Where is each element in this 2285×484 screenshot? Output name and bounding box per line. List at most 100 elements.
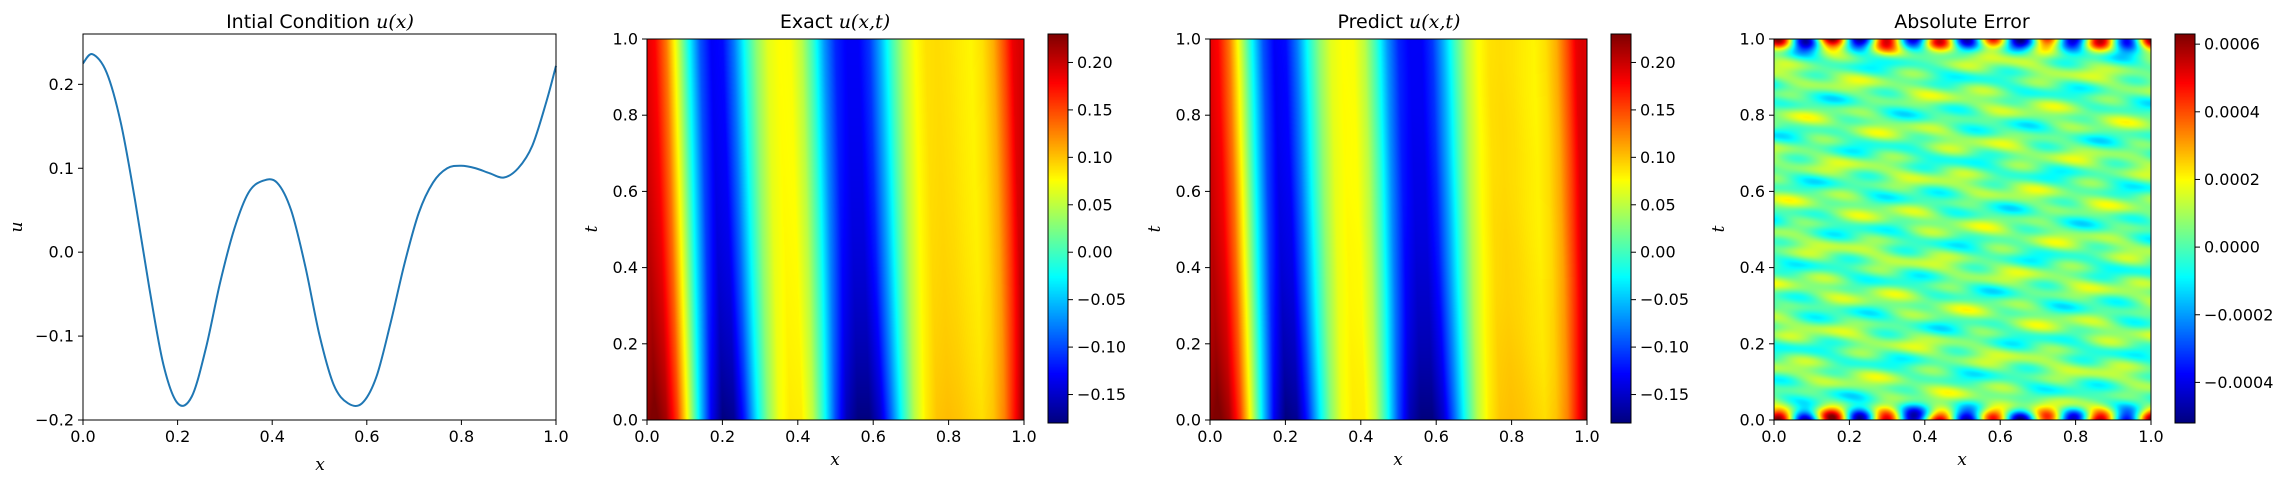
x-tick-label: 0.8 [449, 427, 474, 446]
plot-frame [1209, 38, 1588, 421]
heatmap-error [1774, 39, 2151, 420]
y-tick-label: 0.1 [49, 159, 74, 178]
x-tick-label: 0.0 [70, 427, 95, 446]
y-axis-label: t [582, 225, 602, 232]
y-tick-label: 0.8 [1740, 106, 1765, 125]
y-tick-label: 1.0 [1176, 30, 1201, 49]
colorbar-tick-label: −0.0004 [2204, 373, 2273, 392]
y-tick-label: 0.8 [613, 106, 638, 125]
colorbar-exact [1048, 34, 1068, 423]
x-tick-label: 0.8 [936, 427, 961, 446]
y-tick-label: 0.0 [49, 243, 74, 262]
x-tick-label: 0.6 [1423, 427, 1448, 446]
colorbar-tick-label: −0.10 [1640, 338, 1689, 357]
y-axis-label: t [1709, 225, 1729, 232]
y-tick-label: 0.2 [1740, 334, 1765, 353]
colorbar-tick-label: −0.10 [1077, 338, 1126, 357]
y-tick-label: 0.4 [613, 258, 638, 277]
y-tick-label: 0.0 [613, 411, 638, 430]
colorbar-frame [2174, 33, 2196, 424]
x-tick-label: 0.6 [860, 427, 885, 446]
colorbar-frame [1610, 33, 1632, 424]
colorbar-frame [1047, 33, 1069, 424]
x-tick-label: 0.0 [1761, 427, 1786, 446]
y-tick-label: 0.0 [1740, 411, 1765, 430]
y-tick-label: 0.4 [1176, 258, 1201, 277]
chart-title-exact: Exact u(x,t) [780, 11, 890, 33]
y-ticks: 0.0 0.2 0.4 0.6 0.8 1.0 [1176, 30, 1210, 430]
x-tick-label: 0.4 [785, 427, 810, 446]
y-ticks: 0.0 0.2 0.4 0.6 0.8 1.0 [613, 30, 647, 430]
colorbar-ticks: 0.20 0.15 0.10 0.05 0.00 −0.05 −0.10 −0.15 [1068, 53, 1126, 404]
x-axis-label: x [315, 455, 325, 475]
x-tick-label: 1.0 [1574, 427, 1599, 446]
colorbar-tick-label: 0.00 [1640, 243, 1676, 262]
x-tick-label: 0.2 [1273, 427, 1298, 446]
x-axis-label: x [830, 450, 840, 470]
y-tick-label: 0.6 [1176, 182, 1201, 201]
heatmap-predict [1210, 39, 1587, 420]
y-ticks: −0.2 −0.1 0.0 0.1 0.2 [35, 75, 83, 430]
x-tick-label: 0.6 [1987, 427, 2012, 446]
x-axis-label: x [1393, 450, 1403, 470]
y-tick-label: 0.8 [1176, 106, 1201, 125]
x-tick-label: 0.6 [354, 427, 379, 446]
colorbar-tick-label: 0.00 [1077, 243, 1113, 262]
x-tick-label: 0.0 [1197, 427, 1222, 446]
plot-frame [82, 33, 557, 421]
panel-predict: Predict u(x,t) 0.0 0.2 0.4 0.6 0.8 1.0 0.0 0.2… [1145, 11, 1689, 470]
y-tick-label: 1.0 [613, 30, 638, 49]
x-ticks: 0.0 0.2 0.4 0.6 0.8 1.0 [634, 420, 1037, 446]
colorbar-tick-label: 0.0006 [2204, 35, 2260, 54]
x-tick-label: 0.4 [1348, 427, 1373, 446]
y-tick-label: 0.4 [1740, 258, 1765, 277]
y-tick-label: 0.2 [49, 75, 74, 94]
y-tick-label: 1.0 [1740, 30, 1765, 49]
panel-absolute-error: Absolute Error 0.0 0.2 0.4 0.6 0.8 1.0 0.0 0.2… [1709, 11, 2273, 470]
colorbar-ticks: 0.0006 0.0004 0.0002 0.0000 −0.0002 −0.0004 [2195, 35, 2273, 392]
x-tick-label: 0.8 [1499, 427, 1524, 446]
colorbar-tick-label: 0.15 [1640, 100, 1676, 119]
x-tick-label: 0.2 [165, 427, 190, 446]
x-tick-label: 1.0 [2138, 427, 2163, 446]
colorbar-tick-label: −0.15 [1640, 385, 1689, 404]
heatmap-exact [647, 39, 1024, 420]
colorbar-tick-label: 0.0000 [2204, 238, 2260, 257]
x-ticks: 0.0 0.2 0.4 0.6 0.8 1.0 [70, 420, 569, 446]
y-tick-label: −0.2 [35, 411, 74, 430]
colorbar-tick-label: 0.15 [1077, 100, 1113, 119]
y-axis-label: u [7, 222, 27, 233]
colorbar-tick-label: 0.0002 [2204, 170, 2260, 189]
chart-title-predict: Predict u(x,t) [1338, 11, 1461, 33]
x-tick-label: 0.4 [1912, 427, 1937, 446]
x-tick-label: 0.2 [710, 427, 735, 446]
y-ticks: 0.0 0.2 0.4 0.6 0.8 1.0 [1740, 30, 1774, 430]
chart-title-initial: Intial Condition u(x) [226, 11, 414, 33]
colorbar-tick-label: 0.05 [1077, 195, 1113, 214]
colorbar-tick-label: 0.0004 [2204, 102, 2260, 121]
panel-initial-condition: Intial Condition u(x) 0.0 0.2 0.4 0.6 0.8 1.0… [7, 11, 569, 475]
y-axis-label: t [1145, 225, 1165, 232]
x-ticks: 0.0 0.2 0.4 0.6 0.8 1.0 [1761, 420, 2164, 446]
colorbar-ticks: 0.20 0.15 0.10 0.05 0.00 −0.05 −0.10 −0.15 [1631, 53, 1689, 404]
x-tick-label: 0.0 [634, 427, 659, 446]
colorbar-tick-label: 0.10 [1640, 148, 1676, 167]
colorbar-tick-label: −0.15 [1077, 385, 1126, 404]
colorbar-tick-label: −0.05 [1077, 290, 1126, 309]
x-tick-label: 1.0 [1011, 427, 1036, 446]
line-plot-area [82, 53, 557, 407]
y-tick-label: 0.6 [613, 182, 638, 201]
colorbar-error [2175, 34, 2195, 423]
colorbar-predict [1611, 34, 1631, 423]
x-tick-label: 0.2 [1837, 427, 1862, 446]
x-ticks: 0.0 0.2 0.4 0.6 0.8 1.0 [1197, 420, 1600, 446]
plot-frame [646, 38, 1025, 421]
y-tick-label: 0.2 [1176, 334, 1201, 353]
panel-exact: Exact u(x,t) 0.0 0.2 0.4 0.6 0.8 1.0 0.0 0.2 0.… [582, 11, 1126, 470]
series-line [82, 53, 557, 407]
colorbar-tick-label: 0.10 [1077, 148, 1113, 167]
x-tick-label: 0.8 [2063, 427, 2088, 446]
plot-frame [1773, 38, 2152, 421]
colorbar-tick-label: −0.0002 [2204, 305, 2273, 324]
